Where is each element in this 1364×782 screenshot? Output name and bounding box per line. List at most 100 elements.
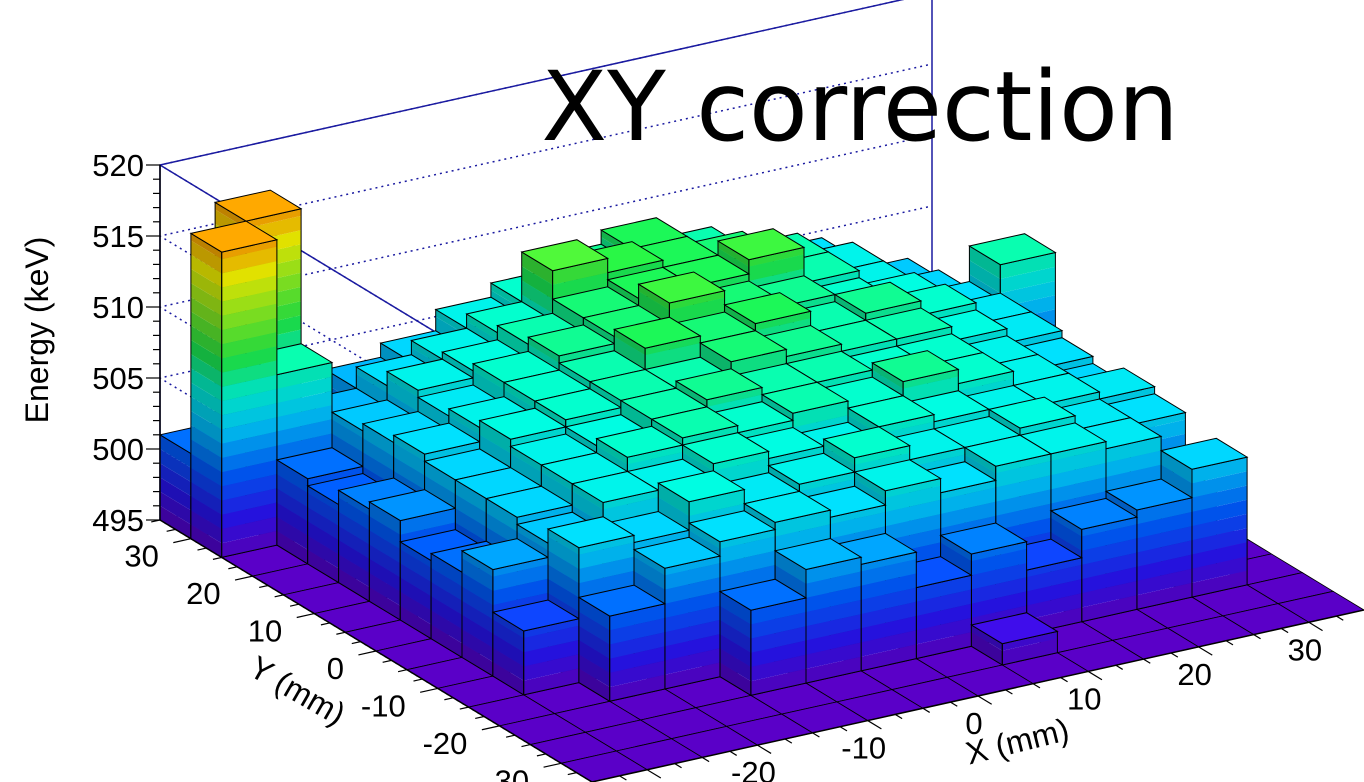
y-tick xyxy=(259,584,269,589)
bar-side-band xyxy=(190,354,222,387)
bar-side-band xyxy=(393,456,425,490)
bar-front-band xyxy=(523,618,579,639)
bar-side-band xyxy=(848,408,879,434)
x-tick xyxy=(1198,646,1213,656)
x-tick xyxy=(674,763,682,769)
bar-front-band xyxy=(737,420,793,440)
bar-side-band xyxy=(528,337,560,363)
bar-side-band xyxy=(724,304,756,331)
bar-top xyxy=(656,470,746,503)
bar-side-band xyxy=(492,647,524,681)
bar-side-band xyxy=(369,558,401,592)
bar-front-band xyxy=(1192,528,1248,555)
bar-front-band xyxy=(1002,638,1058,665)
bar-front-band xyxy=(221,246,277,274)
y-tick xyxy=(521,743,531,748)
bar-side-band xyxy=(552,299,584,332)
bar-side-band xyxy=(614,329,646,356)
bar-side-band xyxy=(634,570,665,604)
bar-front-band xyxy=(720,529,776,549)
bar-side-band xyxy=(455,508,487,542)
bar-front-band xyxy=(861,559,917,586)
bar-front-band xyxy=(603,497,659,524)
bar-side-band xyxy=(504,382,535,409)
bar-side-band xyxy=(431,567,462,601)
bar-side-band xyxy=(387,378,418,412)
bar-front-band xyxy=(861,616,917,643)
bar-front-band xyxy=(806,571,862,598)
bar-front-band xyxy=(523,625,579,653)
z-tick-label: 505 xyxy=(92,361,144,396)
bar-front-band xyxy=(971,563,1027,590)
bar-front-band xyxy=(903,376,959,403)
bar-front-band xyxy=(492,557,548,577)
bar-front-band xyxy=(246,208,302,229)
bar-side-band xyxy=(307,492,339,526)
bar-top xyxy=(716,228,806,261)
y-tick xyxy=(420,687,438,693)
bar-side-band xyxy=(369,501,401,535)
y-tick xyxy=(536,753,546,757)
bar-top xyxy=(650,406,740,439)
bar-front-band xyxy=(792,401,848,428)
axes xyxy=(146,164,1364,782)
bar-side-band xyxy=(492,633,524,667)
bar-side-band xyxy=(362,423,394,457)
bar-side-band xyxy=(578,611,610,645)
bar-front-band xyxy=(916,617,972,645)
bar-side-band xyxy=(160,434,191,468)
bar-top xyxy=(870,350,960,383)
bar-front-band xyxy=(609,646,665,673)
bar-front-band xyxy=(565,407,621,427)
bar-side-band xyxy=(435,309,467,336)
bar-side-band xyxy=(1161,450,1192,484)
bar-front-band xyxy=(645,343,701,370)
bar-front-band xyxy=(221,530,277,558)
bar-side-band xyxy=(969,246,1001,279)
x-tick xyxy=(1170,652,1179,658)
bar-side-band xyxy=(431,553,462,587)
bar-side-band xyxy=(964,447,996,474)
bar-side-band xyxy=(517,524,548,551)
bar-front-band xyxy=(916,603,972,631)
x-tick xyxy=(812,732,820,738)
x-tick-label: 30 xyxy=(1288,632,1322,667)
bar-side-band xyxy=(940,535,972,562)
bar-side-band xyxy=(276,502,308,536)
bar-front-band xyxy=(971,548,1027,576)
histogram-bar xyxy=(718,578,808,697)
bar-top xyxy=(189,220,279,253)
bar-front-band xyxy=(523,654,579,681)
bar-front-band xyxy=(609,603,665,631)
bar-front-band xyxy=(1081,552,1137,580)
bar-front-band xyxy=(1081,595,1137,622)
bar-side-band xyxy=(1050,510,1082,537)
bar-side-band xyxy=(190,254,222,288)
bar-front-band xyxy=(664,648,720,675)
bar-front-band xyxy=(1136,582,1192,610)
bar-side-band xyxy=(521,280,553,314)
histogram-bar xyxy=(189,220,279,559)
bar-front-band xyxy=(1136,540,1192,567)
bar-side-band xyxy=(332,433,363,467)
bar-side-band xyxy=(387,371,418,398)
bar-front-band xyxy=(400,508,456,535)
bar-front-band xyxy=(664,634,720,661)
bar-side-band xyxy=(160,505,191,539)
bar-side-band xyxy=(720,605,751,639)
bar-front-band xyxy=(276,419,332,446)
bar-front-band xyxy=(885,514,941,541)
bar-top xyxy=(718,578,808,611)
x-tick xyxy=(1005,689,1013,695)
bar-front-band xyxy=(861,587,917,615)
y-tick xyxy=(289,603,299,607)
bar-side-band xyxy=(607,279,639,306)
bar-front-band xyxy=(971,577,1027,604)
bar-front-band xyxy=(878,414,934,434)
bar-front-band xyxy=(1026,593,1082,620)
bar-side-band xyxy=(448,408,480,435)
x-tick xyxy=(922,707,931,713)
bar-side-band xyxy=(521,252,553,285)
bar-side-band xyxy=(614,336,646,370)
bar-front-band xyxy=(995,475,1051,502)
